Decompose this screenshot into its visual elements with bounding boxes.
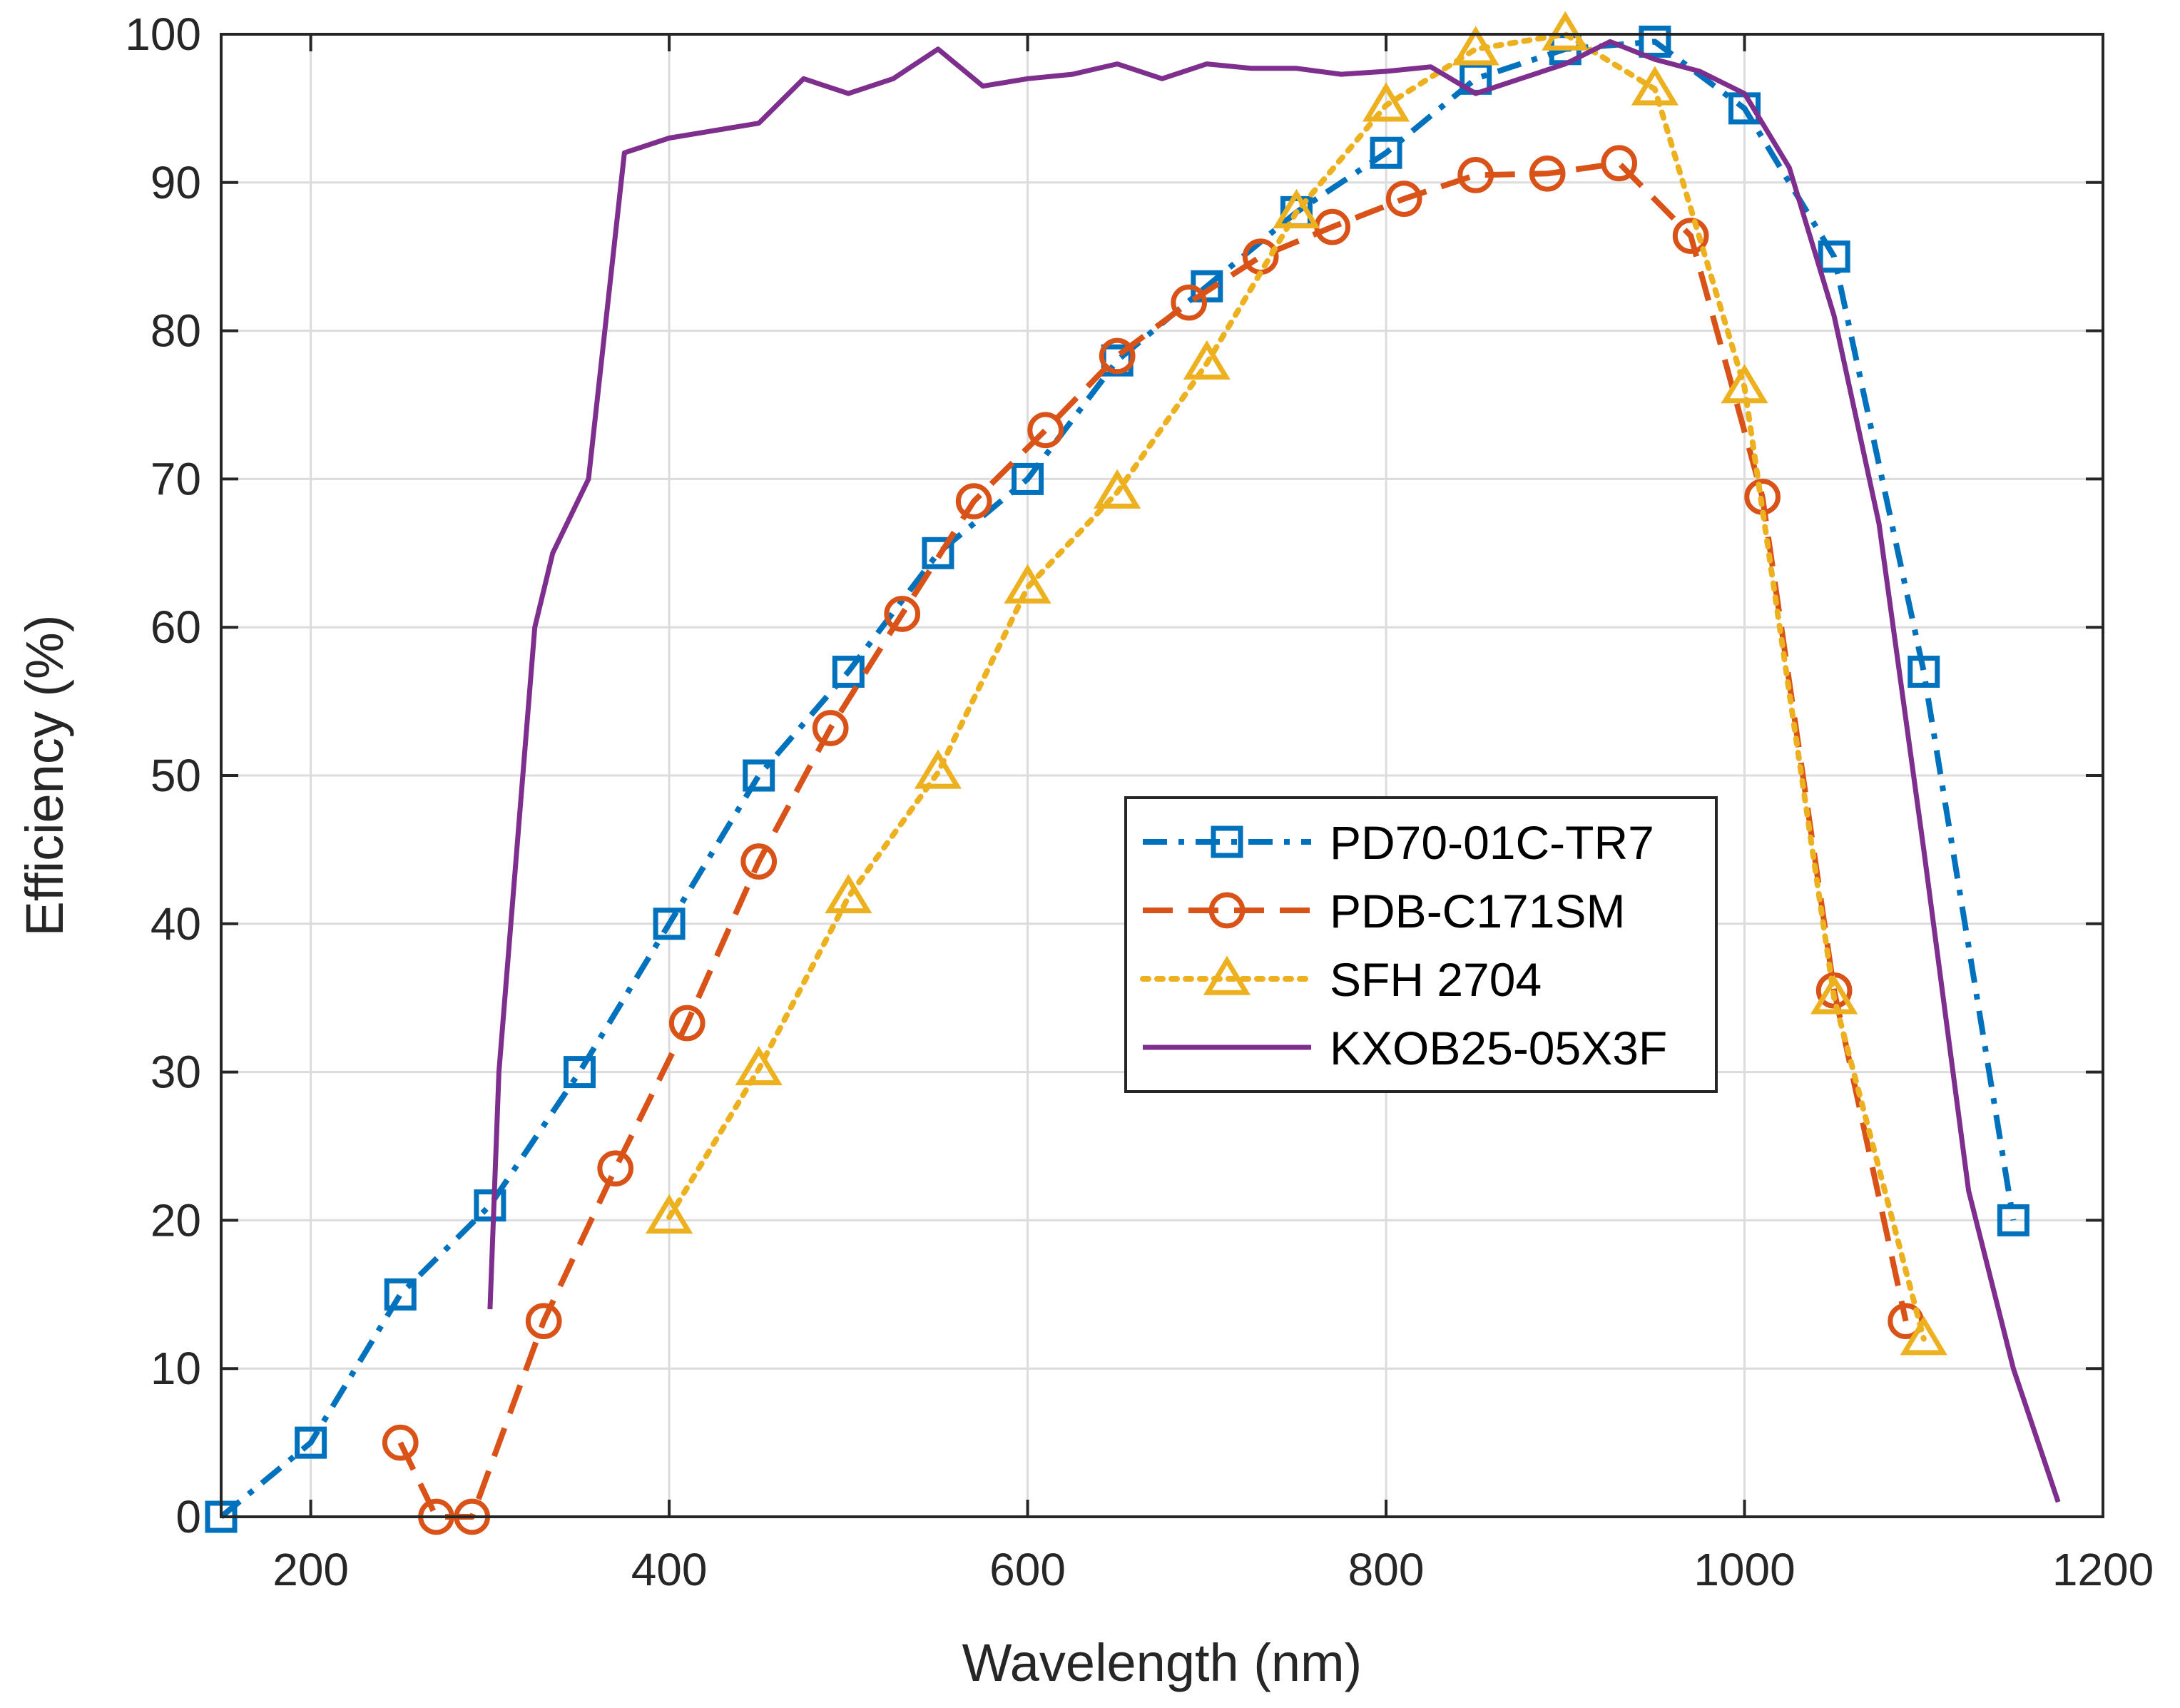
- data-point-circle: [1208, 892, 1246, 929]
- x-tick-label: 800: [1348, 1544, 1425, 1595]
- x-tick-label: 200: [272, 1544, 349, 1595]
- data-point-circle: [1027, 412, 1064, 449]
- data-point-triangle: [1452, 26, 1499, 66]
- data-point-square: [1908, 656, 1940, 688]
- data-point-square: [653, 908, 686, 940]
- y-tick-label: 80: [151, 305, 201, 357]
- series-kxob25-05x3f: [487, 39, 2061, 1503]
- series-pd70-01c-tr7: [205, 25, 2029, 1533]
- legend-entry: SFH 2704: [1140, 953, 1542, 1006]
- data-point-square: [474, 1189, 506, 1222]
- y-tick-label: 0: [175, 1491, 201, 1542]
- y-tick-label: 90: [151, 157, 201, 208]
- data-point-triangle: [735, 1045, 783, 1086]
- data-point-triangle: [1631, 66, 1679, 106]
- data-point-circle: [1601, 145, 1638, 182]
- series-line: [666, 31, 1927, 1342]
- series-sfh-2704: [645, 11, 1947, 1356]
- legend-entry: KXOB25-05X3F: [1143, 1022, 1667, 1074]
- data-point-circle: [1242, 238, 1279, 275]
- data-point-square: [1211, 825, 1243, 858]
- legend-label: PD70-01C-TR7: [1330, 816, 1654, 869]
- x-tick-label: 600: [989, 1544, 1066, 1595]
- data-point-circle: [1672, 218, 1709, 254]
- data-point-circle: [597, 1150, 634, 1187]
- series-layer: [205, 11, 2061, 1535]
- data-point-triangle: [1004, 564, 1051, 604]
- y-tick-label: 20: [151, 1194, 201, 1246]
- y-tick-label: 50: [151, 750, 201, 801]
- data-point-circle: [1171, 284, 1208, 321]
- y-tick-label: 30: [151, 1047, 201, 1098]
- x-tick-label: 1000: [1693, 1544, 1795, 1595]
- x-tick-label: 1200: [2052, 1544, 2154, 1595]
- y-tick-label: 100: [125, 9, 201, 60]
- data-point-square: [1818, 240, 1850, 273]
- data-point-circle: [1529, 155, 1566, 192]
- data-point-square: [384, 1278, 417, 1311]
- data-point-circle: [740, 843, 778, 880]
- legend-entry: PDB-C171SM: [1143, 885, 1625, 937]
- y-tick-label: 10: [151, 1343, 201, 1394]
- legend-label: SFH 2704: [1330, 953, 1542, 1006]
- series-line: [487, 39, 2061, 1503]
- data-point-triangle: [1542, 11, 1589, 51]
- data-point-triangle: [645, 1194, 693, 1234]
- y-axis-title: Efficiency (%): [15, 615, 74, 937]
- tick-labels: 200 400 600 800 1000 1200 0 10 20 30 40 50 60 70 80 90 1…: [125, 9, 2154, 1595]
- legend-entry: PD70-01C-TR7: [1143, 816, 1654, 869]
- data-point-circle: [382, 1424, 419, 1461]
- data-point-square: [832, 656, 865, 688]
- legend: PD70-01C-TR7 PDB-C171SM SFH 2704 KXOB25-05X…: [1124, 796, 1718, 1093]
- data-point-square: [743, 759, 775, 792]
- data-point-circle: [525, 1303, 562, 1340]
- data-point-square: [1997, 1204, 2029, 1236]
- data-point-circle: [1457, 157, 1494, 193]
- data-point-triangle: [1203, 955, 1251, 995]
- data-point-square: [1012, 462, 1044, 495]
- data-point-triangle: [1183, 340, 1231, 380]
- data-point-square: [1639, 25, 1671, 58]
- legend-label: KXOB25-05X3F: [1330, 1022, 1667, 1074]
- data-point-triangle: [1362, 82, 1410, 122]
- data-point-triangle: [825, 873, 872, 914]
- data-point-triangle: [1810, 975, 1858, 1015]
- y-tick-label: 40: [151, 898, 201, 950]
- data-point-square: [563, 1056, 596, 1089]
- legend-box: [1124, 796, 1718, 1093]
- data-point-triangle: [1900, 1316, 1947, 1356]
- data-point-square: [295, 1426, 327, 1459]
- y-tick-label: 60: [151, 601, 201, 653]
- data-point-circle: [884, 596, 921, 632]
- axis-ticks: [221, 33, 2104, 1518]
- data-point-circle: [812, 710, 849, 746]
- y-tick-label: 70: [151, 453, 201, 504]
- data-point-triangle: [914, 749, 962, 789]
- data-point-triangle: [1094, 469, 1141, 509]
- data-point-circle: [955, 483, 992, 519]
- data-point-square: [922, 537, 954, 569]
- data-point-square: [1370, 136, 1402, 169]
- x-axis-title: Wavelength (nm): [962, 1633, 1362, 1692]
- data-point-circle: [1385, 181, 1422, 218]
- series-line: [397, 160, 1909, 1520]
- data-point-triangle: [1721, 364, 1768, 404]
- x-tick-label: 400: [631, 1544, 708, 1595]
- data-point-circle: [668, 1005, 706, 1042]
- data-point-circle: [1099, 337, 1136, 375]
- data-point-triangle: [1273, 188, 1320, 229]
- legend-label: PDB-C171SM: [1330, 885, 1625, 937]
